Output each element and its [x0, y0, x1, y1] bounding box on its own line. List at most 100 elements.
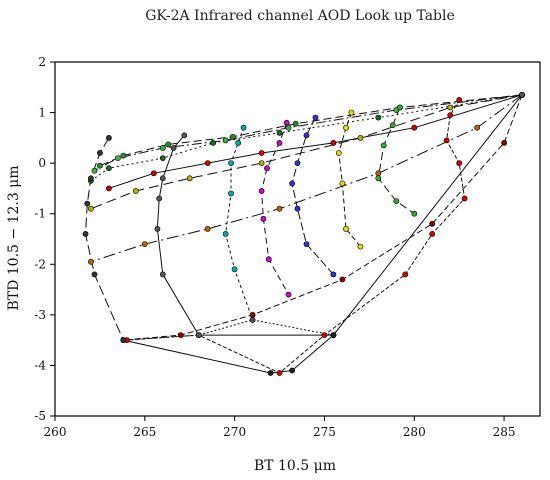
series-line-4	[90, 94, 523, 263]
data-point-4-5	[141, 241, 148, 247]
data-point-12-3	[375, 175, 382, 182]
y-axis-label: BTD 10.5 − 12.3 μm	[6, 165, 22, 310]
data-point-3-3	[258, 160, 265, 166]
data-point-9-1	[276, 139, 283, 146]
data-point-10-6	[330, 271, 337, 278]
data-point-2-1	[375, 114, 382, 121]
data-point-0-6	[97, 162, 103, 169]
data-point-16-0	[106, 134, 112, 141]
data-point-3-1	[447, 104, 454, 111]
data-point-9-4	[260, 215, 267, 222]
data-point-9-2	[264, 165, 270, 172]
x-tick-label-0: 260	[44, 425, 67, 439]
data-point-11-4	[343, 225, 349, 232]
data-point-16-1	[97, 150, 103, 156]
data-point-7-3	[456, 160, 463, 166]
series-line-16	[84, 137, 124, 341]
data-point-1-2	[285, 124, 292, 131]
data-point-10-3	[289, 180, 295, 187]
data-point-9-3	[258, 188, 265, 194]
data-point-14-1	[195, 332, 202, 338]
data-point-8-4	[222, 230, 229, 237]
data-point-11-5	[357, 243, 364, 250]
y-tick-label-0: -5	[34, 409, 46, 423]
data-point-4-3	[276, 205, 283, 212]
data-point-15-3	[330, 332, 337, 338]
data-point-16-3	[84, 200, 91, 207]
data-point-12-4	[393, 198, 400, 204]
data-point-6-2	[330, 139, 337, 146]
data-point-13-0	[181, 132, 188, 139]
x-tick-label-5: 285	[493, 425, 516, 439]
data-point-13-3	[156, 195, 163, 202]
data-point-12-5	[411, 210, 418, 217]
data-point-5-3	[339, 276, 346, 283]
data-point-0-2	[292, 120, 299, 127]
data-point-12-0	[396, 104, 403, 111]
data-point-4-6	[88, 258, 94, 265]
x-tick-label-1: 265	[133, 425, 156, 439]
data-point-2-5	[106, 165, 112, 172]
data-point-16-2	[88, 175, 94, 182]
data-point-2-2	[276, 129, 283, 136]
data-point-7-6	[402, 271, 409, 278]
data-point-15-2	[289, 367, 295, 374]
data-point-13-4	[154, 225, 161, 232]
series-line-11	[338, 112, 361, 247]
data-point-8-1	[235, 139, 242, 146]
data-point-7-1	[447, 112, 454, 118]
data-point-6-5	[150, 170, 157, 177]
data-point-9-0	[283, 119, 290, 126]
data-point-8-0	[240, 124, 247, 131]
y-tick-label-7: 2	[38, 55, 46, 69]
data-point-6-6	[106, 185, 112, 192]
y-tick-label-2: -3	[34, 308, 46, 322]
x-tick-label-3: 275	[313, 425, 336, 439]
x-axis: 260 265 270 275 280 285	[44, 416, 516, 439]
data-point-5-5	[177, 332, 184, 338]
data-point-0-3	[229, 133, 236, 140]
y-tick-label-1: -4	[34, 358, 46, 372]
data-point-14-2	[249, 316, 256, 323]
data-point-9-5	[265, 256, 272, 263]
y-tick-label-3: -2	[34, 257, 46, 271]
data-point-1-5	[115, 155, 121, 161]
series-line-10	[291, 117, 334, 275]
data-point-5-1	[501, 139, 507, 146]
data-point-1-4	[159, 145, 166, 151]
data-point-10-5	[303, 241, 310, 247]
data-point-12-1	[389, 122, 396, 129]
data-point-4-1	[474, 124, 480, 131]
data-point-13-2	[159, 175, 166, 182]
data-point-10-1	[303, 132, 310, 139]
data-point-6-4	[204, 160, 211, 166]
data-point-0-4	[165, 141, 172, 148]
data-point-5-4	[249, 311, 256, 318]
data-point-3-4	[186, 175, 193, 182]
data-point-7-8	[276, 370, 283, 376]
y-tick-label-6: 1	[38, 106, 46, 120]
data-point-7-2	[443, 137, 450, 144]
data-point-11-2	[335, 150, 342, 156]
data-point-1-3	[222, 137, 229, 144]
data-point-13-8	[519, 92, 525, 98]
data-point-6-1	[411, 124, 418, 131]
data-point-8-3	[228, 190, 234, 197]
plot-frame	[54, 61, 541, 417]
data-point-2-3	[210, 139, 216, 146]
y-axis: -5 -4 -3 -2 -1 0 1 2	[34, 55, 55, 423]
data-point-10-4	[294, 205, 301, 212]
data-point-6-3	[258, 150, 265, 156]
data-point-13-1	[170, 145, 177, 151]
series-line-8	[225, 127, 254, 321]
series-line-13	[156, 94, 523, 336]
data-point-9-6	[285, 291, 292, 298]
data-point-4-2	[375, 170, 382, 177]
data-point-3-6	[88, 205, 94, 212]
x-tick-label-2: 270	[223, 425, 246, 439]
data-point-4-4	[204, 225, 211, 232]
data-point-15-1	[267, 370, 274, 376]
x-tick-label-4: 280	[403, 425, 426, 439]
y-tick-label-4: -1	[34, 207, 46, 221]
